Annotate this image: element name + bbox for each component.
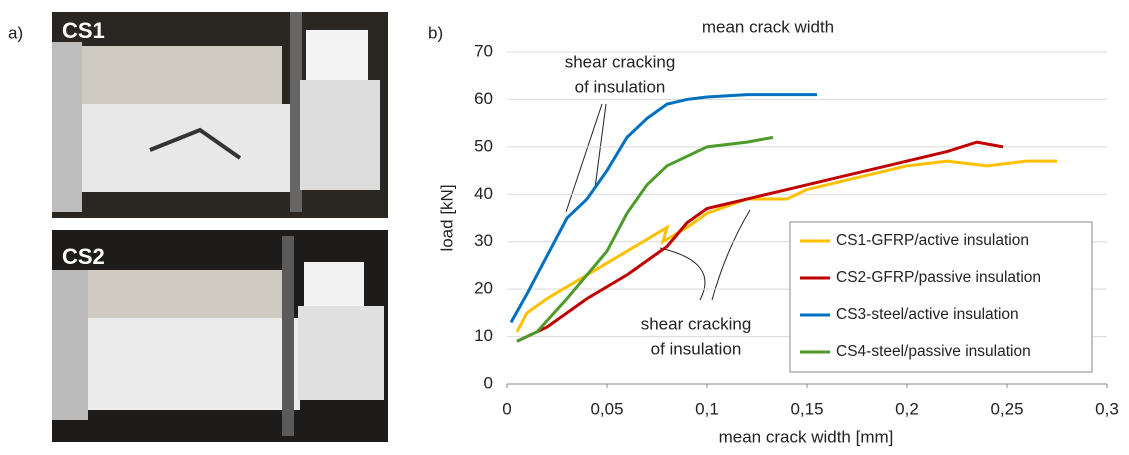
legend-label: CS3-steel/active insulation [836,306,1019,323]
y-axis-title: load [kN] [437,184,456,251]
chart-title: mean crack width [702,17,834,36]
x-tick-label: 0,25 [990,399,1023,418]
annotation: of insulation [575,77,666,96]
x-tick-label: 0,3 [1095,399,1119,418]
legend-label: CS4-steel/passive insulation [836,343,1031,360]
photo-label: CS2 [62,244,105,269]
y-tick-label: 10 [474,326,493,345]
y-tick-label: 60 [474,89,493,108]
x-tick-label: 0,05 [590,399,623,418]
x-tick-label: 0,15 [790,399,823,418]
y-tick-label: 0 [484,373,493,392]
x-axis-title: mean crack width [mm] [719,427,894,446]
x-tick-label: 0 [502,399,511,418]
x-tick-label: 0,1 [695,399,719,418]
legend-label: CS1-GFRP/active insulation [836,232,1029,249]
legend-box [789,221,1093,373]
photo-label: CS1 [62,18,105,43]
y-tick-label: 30 [474,231,493,250]
series-line [516,140,1004,343]
y-tick-label: 50 [474,136,493,155]
legend: CS1-GFRP/active insulation CS2-GFRP/passi… [789,221,1093,373]
photo: CS2 [52,230,388,442]
series-line [509,93,817,324]
series-line [516,135,774,343]
legend-label: CS2-GFRP/passive insulation [836,269,1041,286]
y-tick-label: 40 [474,184,493,203]
panel-label: b) [428,23,443,42]
series-line [515,159,1057,333]
y-tick-label: 70 [474,41,493,60]
x-tick-label: 0,2 [895,399,919,418]
annotation: shear cracking [565,52,676,71]
y-tick-label: 20 [474,279,493,298]
photo: CS1 [52,12,388,218]
annotation: of insulation [651,339,742,358]
panel-label: a) [8,23,23,42]
annotation: shear cracking [641,314,752,333]
